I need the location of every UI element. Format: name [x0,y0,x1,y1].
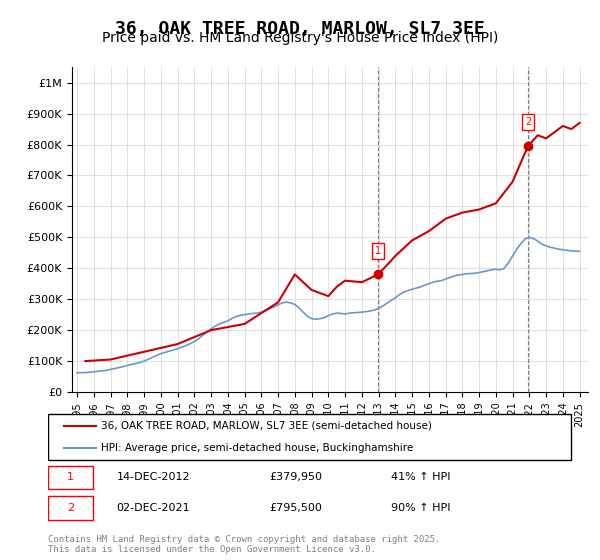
Text: 36, OAK TREE ROAD, MARLOW, SL7 3EE: 36, OAK TREE ROAD, MARLOW, SL7 3EE [115,20,485,38]
Text: 90% ↑ HPI: 90% ↑ HPI [391,503,451,513]
Text: 02-DEC-2021: 02-DEC-2021 [116,503,190,513]
Text: 2: 2 [525,118,531,127]
Text: 14-DEC-2012: 14-DEC-2012 [116,473,190,482]
Text: 1: 1 [67,473,74,482]
Text: 41% ↑ HPI: 41% ↑ HPI [391,473,451,482]
FancyBboxPatch shape [48,497,93,520]
Text: 1: 1 [375,246,381,256]
Text: 2: 2 [67,503,74,513]
Text: £379,950: £379,950 [270,473,323,482]
FancyBboxPatch shape [48,414,571,460]
Text: £795,500: £795,500 [270,503,323,513]
Text: Price paid vs. HM Land Registry's House Price Index (HPI): Price paid vs. HM Land Registry's House … [102,31,498,45]
FancyBboxPatch shape [48,466,93,489]
Text: 36, OAK TREE ROAD, MARLOW, SL7 3EE (semi-detached house): 36, OAK TREE ROAD, MARLOW, SL7 3EE (semi… [101,421,431,431]
Text: Contains HM Land Registry data © Crown copyright and database right 2025.
This d: Contains HM Land Registry data © Crown c… [48,535,440,554]
Text: HPI: Average price, semi-detached house, Buckinghamshire: HPI: Average price, semi-detached house,… [101,443,413,453]
